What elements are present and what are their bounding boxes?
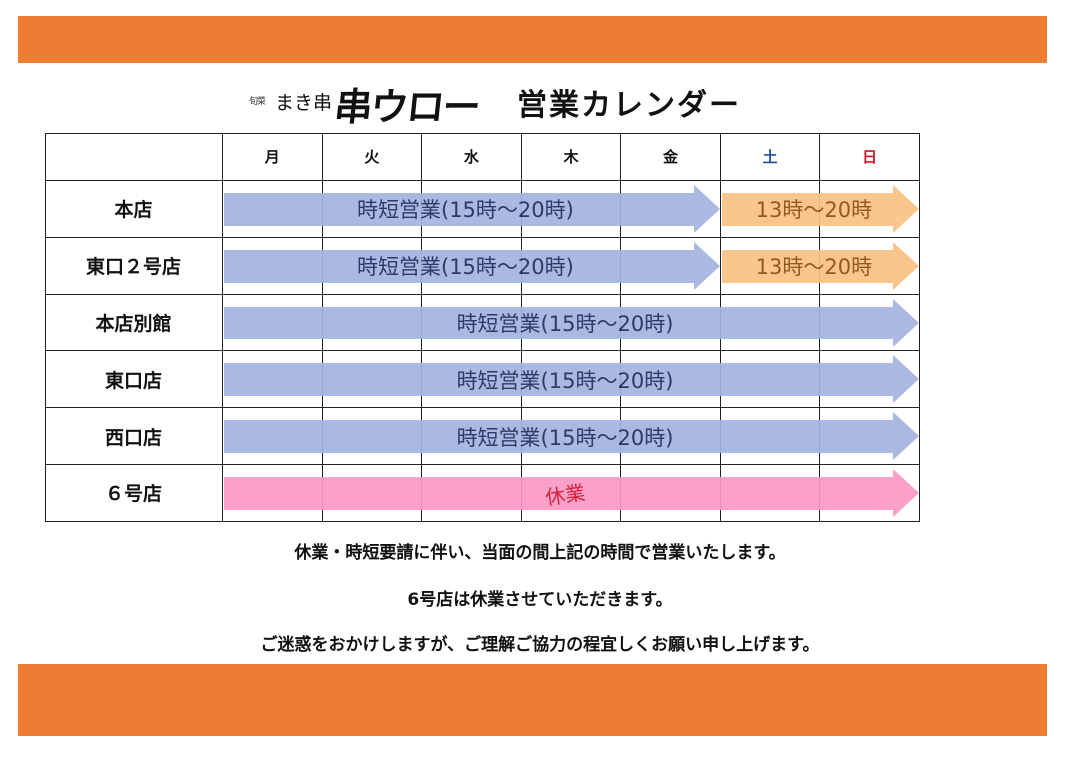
- store-name-cell: 本店: [45, 181, 223, 238]
- weekend-hours-arrow: 13時～20時: [721, 241, 919, 291]
- arrow-label: 時短営業(15時～20時): [357, 255, 574, 280]
- short-hours-arrow: 時短営業(15時～20時): [224, 412, 919, 461]
- day-header-0: 月: [223, 133, 323, 181]
- store-name-cell: 東口２号店: [45, 237, 223, 295]
- store-name-cell: 西口店: [45, 408, 223, 465]
- note-line-3: ご迷惑をおかけしますが、ご理解ご協力の程宜しくお願い申し上げます。: [260, 635, 820, 655]
- note-line-2: 6号店は休業させていただきます。: [407, 590, 673, 610]
- weekend-hours-arrow: 13時～20時: [721, 185, 919, 234]
- short-hours-arrow: 時短営業(15時～20時): [224, 355, 919, 404]
- store-name-cell: 東口店: [45, 351, 223, 409]
- logo-kana: まき串: [275, 92, 333, 114]
- arrow-label: 時短営業(15時～20時): [357, 198, 574, 223]
- store-name-cell: 本店別館: [45, 294, 223, 352]
- day-header-5: 土: [720, 133, 821, 181]
- day-header-2: 水: [422, 133, 522, 181]
- short-hours-arrow: 時短営業(15時～20時): [224, 241, 720, 291]
- short-hours-arrow: 時短営業(15時～20時): [224, 185, 720, 234]
- day-cell: [621, 181, 721, 238]
- calendar-title: 営業カレンダー: [517, 88, 741, 123]
- day-header-6: 日: [820, 133, 920, 181]
- header: 旬菜 まき串 串ウロー 営業カレンダー: [0, 74, 1080, 129]
- arrow-label: 時短営業(15時～20時): [456, 425, 674, 450]
- bottom-orange-band: [18, 664, 1047, 736]
- arrow-label: 13時～20時: [755, 255, 873, 280]
- arrow-label: 時短営業(15時～20時): [456, 368, 674, 393]
- short-hours-arrow: 時短営業(15時～20時): [224, 298, 919, 348]
- arrow-label: 時短営業(15時～20時): [456, 311, 674, 336]
- day-cell: [621, 237, 721, 295]
- note-line-1: 休業・時短要請に伴い、当面の間上記の時間で営業いたします。: [294, 543, 786, 563]
- logo-small-text: 旬菜: [249, 97, 266, 107]
- day-header-4: 金: [621, 133, 721, 181]
- day-header-1: 火: [322, 133, 423, 181]
- closed-arrow: 休業: [224, 469, 919, 518]
- day-header-3: 木: [521, 133, 622, 181]
- top-orange-band: [18, 16, 1047, 63]
- business-calendar-table: 月火水木金土日本店 時短営業(15時～20時) 13時～20時 東口２号店 時短営業(1…: [45, 133, 920, 522]
- store-name-cell: ６号店: [45, 465, 223, 522]
- header-corner-cell: [45, 133, 223, 181]
- logo-main: 串ウロー: [332, 84, 482, 129]
- arrow-label: 13時～20時: [755, 198, 873, 223]
